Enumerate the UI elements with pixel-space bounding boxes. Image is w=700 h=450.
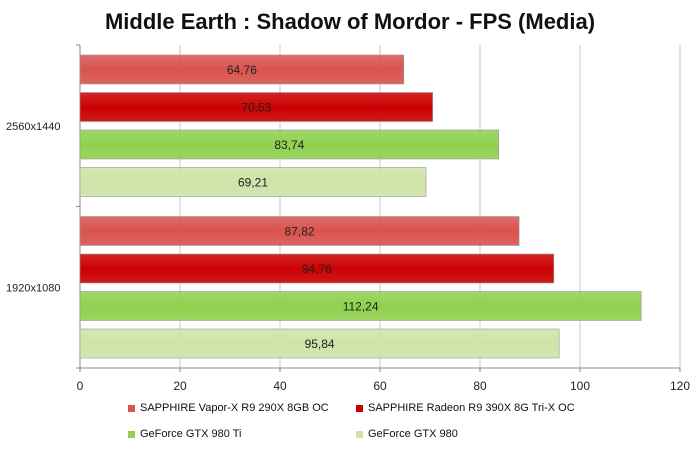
data-label: 69,21: [238, 176, 268, 190]
bar: [79, 92, 433, 122]
legend-swatch: [356, 404, 363, 412]
data-label: 112,24: [343, 300, 379, 314]
bar: [79, 167, 427, 197]
x-tick-label: 0: [77, 379, 84, 393]
x-tick-label: 40: [273, 379, 287, 393]
x-tick-label: 100: [570, 379, 590, 393]
x-tick-label: 120: [670, 379, 690, 393]
bar: [79, 328, 560, 359]
chart-title: Middle Earth : Shadow of Mordor - FPS (M…: [104, 9, 596, 34]
legend-swatch: [128, 404, 135, 412]
bar: [79, 129, 500, 160]
x-tick-label: 60: [373, 379, 387, 393]
legend-label: GeForce GTX 980 Ti: [140, 428, 242, 440]
data-label: 94,76: [302, 262, 332, 276]
legend-swatch: [128, 430, 135, 438]
data-label: 83,74: [274, 138, 304, 152]
data-label: 70,53: [241, 101, 271, 115]
x-tick-label: 20: [173, 379, 187, 393]
y-category-label: 2560x1440: [6, 121, 60, 133]
bar: [79, 291, 642, 321]
data-label: 95,84: [305, 337, 335, 351]
bar: [79, 253, 555, 284]
x-tick-label: 80: [473, 379, 487, 393]
legend-item-vaporx: SAPPHIRE Vapor-X R9 290X 8GB OC: [128, 402, 329, 414]
y-category-label: 1920x1080: [6, 282, 60, 294]
legend-label: SAPPHIRE Radeon R9 390X 8G Tri-X OC: [368, 402, 575, 414]
bar: [79, 54, 405, 85]
legend-item-390x: SAPPHIRE Radeon R9 390X 8G Tri-X OC: [356, 402, 575, 414]
legend-label: GeForce GTX 980: [368, 428, 458, 440]
legend-swatch: [356, 430, 363, 438]
data-label: 87,82: [285, 225, 315, 239]
data-label: 64,76: [227, 63, 257, 77]
legend-label: SAPPHIRE Vapor-X R9 290X 8GB OC: [140, 402, 329, 414]
legend-item-980: GeForce GTX 980: [356, 428, 458, 440]
bar: [79, 216, 520, 246]
legend-item-980ti: GeForce GTX 980 Ti: [128, 428, 241, 440]
